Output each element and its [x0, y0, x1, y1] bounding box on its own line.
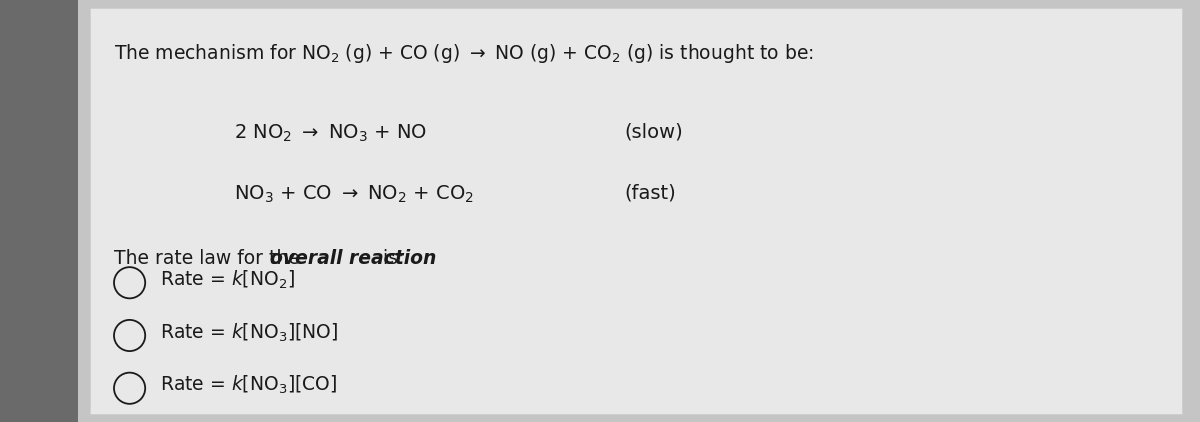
Text: overall reaction: overall reaction [270, 249, 437, 268]
FancyBboxPatch shape [90, 8, 1182, 414]
Text: (slow): (slow) [624, 122, 683, 141]
Text: The mechanism for NO$_2$ (g) + CO (g) $\rightarrow$ NO (g) + CO$_2$ (g) is thoug: The mechanism for NO$_2$ (g) + CO (g) $\… [114, 42, 814, 65]
Text: Rate = $k$[NO$_3$][NO]: Rate = $k$[NO$_3$][NO] [160, 322, 338, 344]
Text: (fast): (fast) [624, 184, 676, 203]
FancyBboxPatch shape [0, 0, 78, 422]
FancyBboxPatch shape [78, 0, 1200, 422]
Text: 2 NO$_2$ $\rightarrow$ NO$_3$ + NO: 2 NO$_2$ $\rightarrow$ NO$_3$ + NO [234, 122, 427, 143]
Text: The rate law for the: The rate law for the [114, 249, 306, 268]
Text: NO$_3$ + CO $\rightarrow$ NO$_2$ + CO$_2$: NO$_3$ + CO $\rightarrow$ NO$_2$ + CO$_2… [234, 184, 474, 205]
Text: is:: is: [377, 249, 404, 268]
Text: Rate = $k$[NO$_3$][CO]: Rate = $k$[NO$_3$][CO] [160, 374, 337, 397]
Text: Rate = $k$[NO$_2$]: Rate = $k$[NO$_2$] [160, 269, 294, 291]
